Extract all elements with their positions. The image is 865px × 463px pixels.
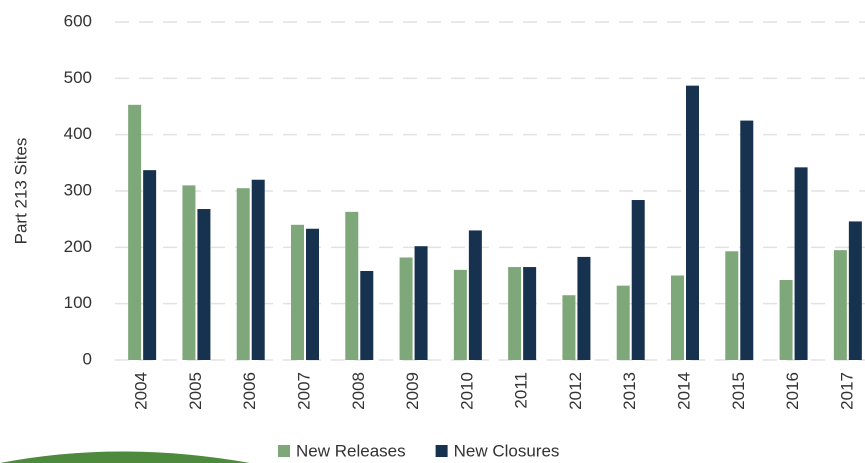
decoration (0, 451, 250, 463)
y-tick-label: 600 (64, 11, 92, 30)
bar (345, 211, 359, 360)
y-tick-label: 200 (64, 237, 92, 256)
bar (740, 120, 754, 360)
x-tick-label: 2005 (186, 372, 205, 410)
legend-swatch (435, 445, 448, 457)
bar (399, 257, 413, 360)
x-tick-label: 2010 (457, 372, 476, 410)
x-tick-label: 2016 (783, 372, 802, 410)
bar (251, 179, 265, 360)
x-tick-label: 2006 (240, 372, 259, 410)
x-tick-label: 2012 (566, 372, 585, 410)
bar (577, 256, 591, 360)
x-tick-label: 2014 (674, 372, 693, 410)
x-tick-label: 2009 (403, 372, 422, 410)
bar (360, 270, 374, 360)
bar (291, 224, 304, 360)
y-tick-label: 500 (64, 68, 92, 87)
y-axis-label: Part 213 Sites (11, 138, 30, 245)
bar (833, 250, 847, 360)
x-tick-label: 2015 (729, 372, 748, 410)
bar (686, 85, 699, 360)
bar (523, 267, 537, 360)
legend-swatch (278, 445, 290, 457)
bar (143, 170, 157, 360)
y-tick-label: 400 (64, 124, 92, 143)
bar (306, 228, 319, 360)
y-tick-label: 0 (83, 349, 92, 368)
x-tick-label: 2013 (620, 372, 639, 410)
bar (197, 209, 211, 360)
bar (414, 246, 428, 360)
bar (779, 280, 793, 360)
x-tick-label: 2007 (294, 372, 313, 410)
y-tick-label: 300 (64, 180, 92, 199)
x-tick-label: 2011 (512, 372, 531, 409)
bar (616, 285, 630, 360)
bar (236, 188, 250, 360)
bar (794, 167, 808, 360)
bar (848, 221, 862, 360)
bar (725, 251, 739, 360)
y-tick-label: 100 (64, 293, 92, 312)
bar (508, 267, 522, 360)
legend-label: New Closures (454, 441, 560, 460)
bar (182, 185, 196, 360)
x-tick-label: 2017 (837, 372, 856, 410)
legend-label: New Releases (296, 441, 406, 460)
x-tick-label: 2004 (132, 372, 151, 410)
bar (128, 104, 142, 360)
bar (671, 275, 684, 360)
bar (468, 230, 482, 360)
bar (562, 295, 576, 360)
bar (453, 269, 467, 360)
bar (631, 200, 645, 360)
x-tick-label: 2008 (349, 372, 368, 410)
